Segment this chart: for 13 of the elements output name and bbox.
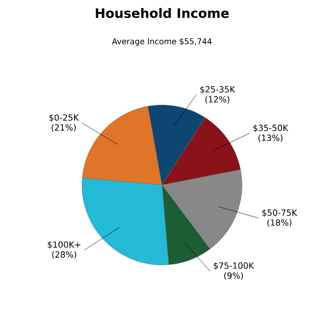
data-label: (18%) (267, 219, 292, 227)
data-label: (9%) (224, 272, 243, 280)
data-label: (13%) (258, 134, 282, 142)
data-label: (12%) (205, 96, 230, 104)
slice-label: $25-35K (200, 86, 236, 94)
slice-label: $0-25K (49, 114, 79, 122)
slice-label: $35-50K (253, 124, 288, 132)
data-label: (28%) (52, 251, 76, 259)
data-label: (21%) (52, 124, 76, 132)
chart-title: Household Income (96, 8, 229, 18)
slice-label: $50-75K (262, 209, 298, 217)
slice-label: $75-100K (214, 262, 254, 270)
slice-label: $100K+ (48, 241, 80, 249)
